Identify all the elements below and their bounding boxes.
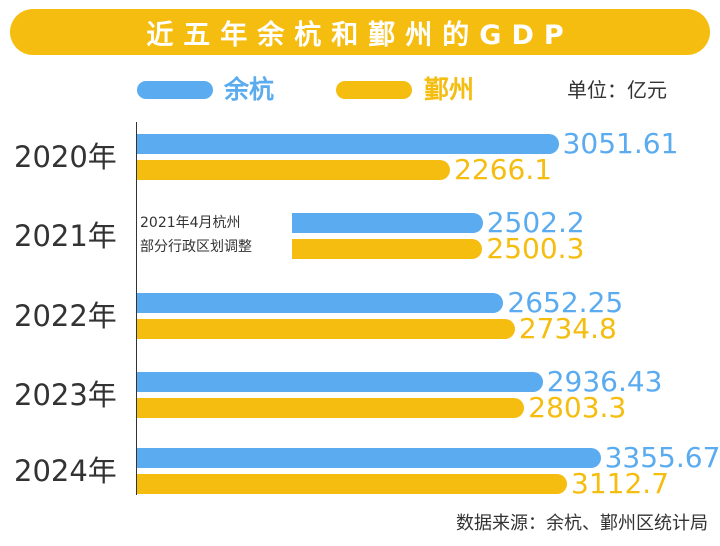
source-note: 数据来源：余杭、鄞州区统计局 (456, 513, 708, 534)
y-axis-line (136, 122, 137, 495)
annotation-line-2: 部分行政区划调整 (140, 239, 252, 255)
y-tick-label: 2021年 (14, 219, 117, 253)
y-tick-label: 2024年 (14, 454, 117, 488)
legend-swatch-yinzhou (336, 81, 412, 99)
data-label-yinzhou-1: 2500.3 (486, 232, 585, 265)
data-label-yuhang-4: 3355.67 (604, 441, 720, 474)
unit-label: 单位：亿元 (567, 78, 667, 102)
y-tick-label: 2020年 (14, 140, 117, 174)
data-label-yinzhou-3: 2803.3 (528, 391, 627, 424)
data-label-yuhang-3: 2936.43 (546, 365, 663, 398)
bar-yuhang-3 (137, 372, 543, 392)
y-tick-label: 2023年 (14, 378, 117, 412)
bar-yinzhou-0 (137, 160, 451, 180)
data-label-yuhang-0: 3051.61 (562, 127, 679, 160)
data-label-yuhang-1: 2502.2 (486, 206, 585, 239)
bar-yuhang-2 (137, 293, 504, 313)
bar-yinzhou-4 (137, 474, 568, 494)
title-banner: 近五年余杭和鄞州的GDP (10, 9, 710, 55)
bar-yinzhou-3 (137, 398, 525, 418)
annotation-mask (137, 209, 292, 261)
bar-yinzhou-2 (137, 319, 515, 339)
annotation-line-1: 2021年4月杭州 (140, 215, 241, 231)
bar-yuhang-4 (137, 448, 601, 468)
data-label-yuhang-2: 2652.25 (507, 286, 624, 319)
legend-swatch-yuhang (137, 81, 213, 99)
data-label-yinzhou-0: 2266.1 (454, 153, 553, 186)
legend-label-yinzhou: 鄞州 (424, 75, 475, 104)
legend-label-yuhang: 余杭 (224, 75, 275, 104)
data-label-yinzhou-4: 3112.7 (571, 467, 670, 500)
chart-title: 近五年余杭和鄞州的GDP (146, 19, 574, 51)
y-tick-label: 2022年 (14, 299, 117, 333)
bar-yuhang-0 (137, 134, 559, 154)
data-label-yinzhou-2: 2734.8 (518, 312, 617, 345)
